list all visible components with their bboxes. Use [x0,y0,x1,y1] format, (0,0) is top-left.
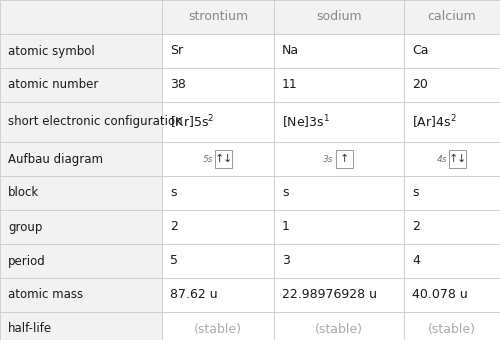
Text: 87.62 u: 87.62 u [170,289,218,302]
Text: Aufbau diagram: Aufbau diagram [8,153,103,166]
Text: 5: 5 [170,255,178,268]
Text: 22.98976928 u: 22.98976928 u [282,289,377,302]
Text: Sr: Sr [170,45,183,57]
Text: 5s: 5s [202,154,213,164]
Bar [0,68,162,102]
Bar [404,210,500,244]
Bar [404,102,500,142]
Text: 3s: 3s [324,154,334,164]
Bar [162,278,274,312]
Bar [162,68,274,102]
Text: ↑: ↑ [449,154,458,164]
Bar [274,244,404,278]
Bar [162,142,274,176]
Text: calcium: calcium [428,11,476,23]
Text: sodium: sodium [316,11,362,23]
Bar [162,0,274,34]
Bar [162,34,274,68]
Bar [0,244,162,278]
Bar [162,312,274,340]
Text: 2: 2 [170,221,178,234]
Bar [404,68,500,102]
Text: 4: 4 [412,255,420,268]
Text: 38: 38 [170,79,186,91]
Bar [448,150,466,168]
Bar [0,0,162,34]
Bar [0,312,162,340]
Text: short electronic configuration: short electronic configuration [8,116,182,129]
Text: ↓: ↓ [222,154,232,164]
Bar [162,210,274,244]
Text: [Ne]3s$^{1}$: [Ne]3s$^{1}$ [282,113,330,131]
Bar [0,34,162,68]
Bar [274,34,404,68]
Bar [274,278,404,312]
Bar [274,68,404,102]
Text: (stable): (stable) [315,323,363,336]
Text: s: s [412,187,418,200]
Text: 11: 11 [282,79,298,91]
Text: atomic mass: atomic mass [8,289,83,302]
Text: 2: 2 [412,221,420,234]
Bar [404,278,500,312]
Text: [Ar]4s$^{2}$: [Ar]4s$^{2}$ [412,113,457,131]
Text: 3: 3 [282,255,290,268]
Bar [274,102,404,142]
Bar [162,176,274,210]
Text: 40.078 u: 40.078 u [412,289,468,302]
Bar [404,176,500,210]
Bar [404,312,500,340]
Text: Ca: Ca [412,45,428,57]
Bar [214,150,232,168]
Text: (stable): (stable) [428,323,476,336]
Text: 4s: 4s [436,154,447,164]
Bar [162,102,274,142]
Bar [274,142,404,176]
Text: 1: 1 [282,221,290,234]
Text: ↑: ↑ [340,154,349,164]
Bar [274,176,404,210]
Text: s: s [170,187,176,200]
Text: atomic symbol: atomic symbol [8,45,95,57]
Text: 20: 20 [412,79,428,91]
Text: group: group [8,221,42,234]
Text: ↓: ↓ [456,154,466,164]
Bar [162,244,274,278]
Bar [274,210,404,244]
Bar [0,102,162,142]
Text: period: period [8,255,46,268]
Bar [404,142,500,176]
Bar [404,34,500,68]
Bar [404,0,500,34]
Text: ↑: ↑ [215,154,224,164]
Text: Na: Na [282,45,299,57]
Bar [0,278,162,312]
Bar [274,312,404,340]
Text: half-life: half-life [8,323,52,336]
Bar [0,142,162,176]
Text: s: s [282,187,288,200]
Bar [0,176,162,210]
Bar [274,0,404,34]
Text: block: block [8,187,39,200]
Text: (stable): (stable) [194,323,242,336]
Text: atomic number: atomic number [8,79,98,91]
Text: strontium: strontium [188,11,248,23]
Bar [336,150,353,168]
Bar [404,244,500,278]
Bar [0,210,162,244]
Text: [Kr]5s$^{2}$: [Kr]5s$^{2}$ [170,113,214,131]
